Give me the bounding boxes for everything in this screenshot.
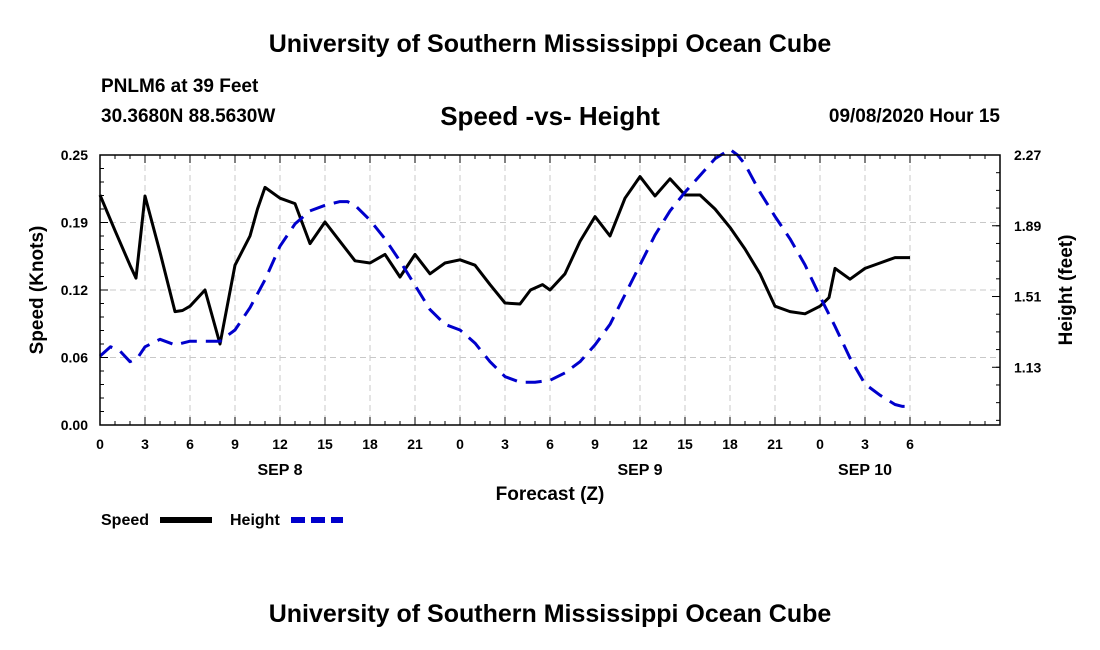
x-tick-label: 6 <box>546 436 554 452</box>
x-tick-label: 21 <box>767 436 783 452</box>
coordinates-label: 30.3680N 88.5630W <box>101 106 276 127</box>
y-left-axis-title: Speed (Knots) <box>27 226 48 355</box>
date-label: SEP 9 <box>617 462 662 479</box>
top-title: University of Southern Mississippi Ocean… <box>268 30 832 58</box>
x-tick-label: 0 <box>456 436 464 452</box>
y-right-tick-label: 1.51 <box>1014 289 1041 305</box>
legend-label-speed: Speed <box>101 512 149 529</box>
speed-series-line <box>98 175 910 346</box>
x-tick-label: 12 <box>632 436 648 452</box>
x-tick-label: 0 <box>96 436 104 452</box>
x-tick-label: 15 <box>677 436 693 452</box>
x-tick-label: 6 <box>186 436 194 452</box>
x-tick-label: 6 <box>906 436 914 452</box>
height-series-line <box>99 147 910 408</box>
y-right-tick-label: 1.89 <box>1014 218 1041 234</box>
bottom-title: University of Southern Mississippi Ocean… <box>268 600 832 628</box>
legend-label-height: Height <box>230 512 280 529</box>
x-tick-label: 21 <box>407 436 423 452</box>
chart-subtitle: Speed -vs- Height <box>440 101 660 131</box>
x-axis-title: Forecast (Z) <box>496 484 605 505</box>
x-tick-label: 3 <box>501 436 509 452</box>
legend: Speed Height <box>101 512 343 529</box>
x-tick-label: 18 <box>362 436 378 452</box>
x-tick-label: 9 <box>231 436 239 452</box>
y-right-tick-label: 2.27 <box>1014 147 1041 163</box>
x-tick-label: 3 <box>861 436 869 452</box>
y-left-tick-label: 0.19 <box>61 215 88 231</box>
x-tick-label: 18 <box>722 436 738 452</box>
y-left-tick-label: 0.06 <box>61 350 88 366</box>
y-left-tick-label: 0.12 <box>61 282 88 298</box>
date-label: SEP 10 <box>838 462 892 479</box>
forecast-datetime: 09/08/2020 Hour 15 <box>828 106 1000 127</box>
date-label: SEP 8 <box>257 462 302 479</box>
station-label: PNLM6 at 39 Feet <box>101 76 259 97</box>
y-right-tick-label: 1.13 <box>1014 359 1041 375</box>
x-tick-label: 12 <box>272 436 288 452</box>
y-right-axis-title: Height (feet) <box>1056 235 1077 346</box>
x-tick-label: 9 <box>591 436 599 452</box>
x-tick-label: 3 <box>141 436 149 452</box>
x-tick-label: 0 <box>816 436 824 452</box>
y-left-tick-label: 0.25 <box>61 147 88 163</box>
x-tick-label: 15 <box>317 436 333 452</box>
y-left-tick-label: 0.00 <box>61 417 88 433</box>
axes-layer: 0 3 6 9 12 15 18 21 0 3 6 9 12 15 18 21 0 3 6 0.00 0.06 0.12 0… <box>27 147 1077 505</box>
